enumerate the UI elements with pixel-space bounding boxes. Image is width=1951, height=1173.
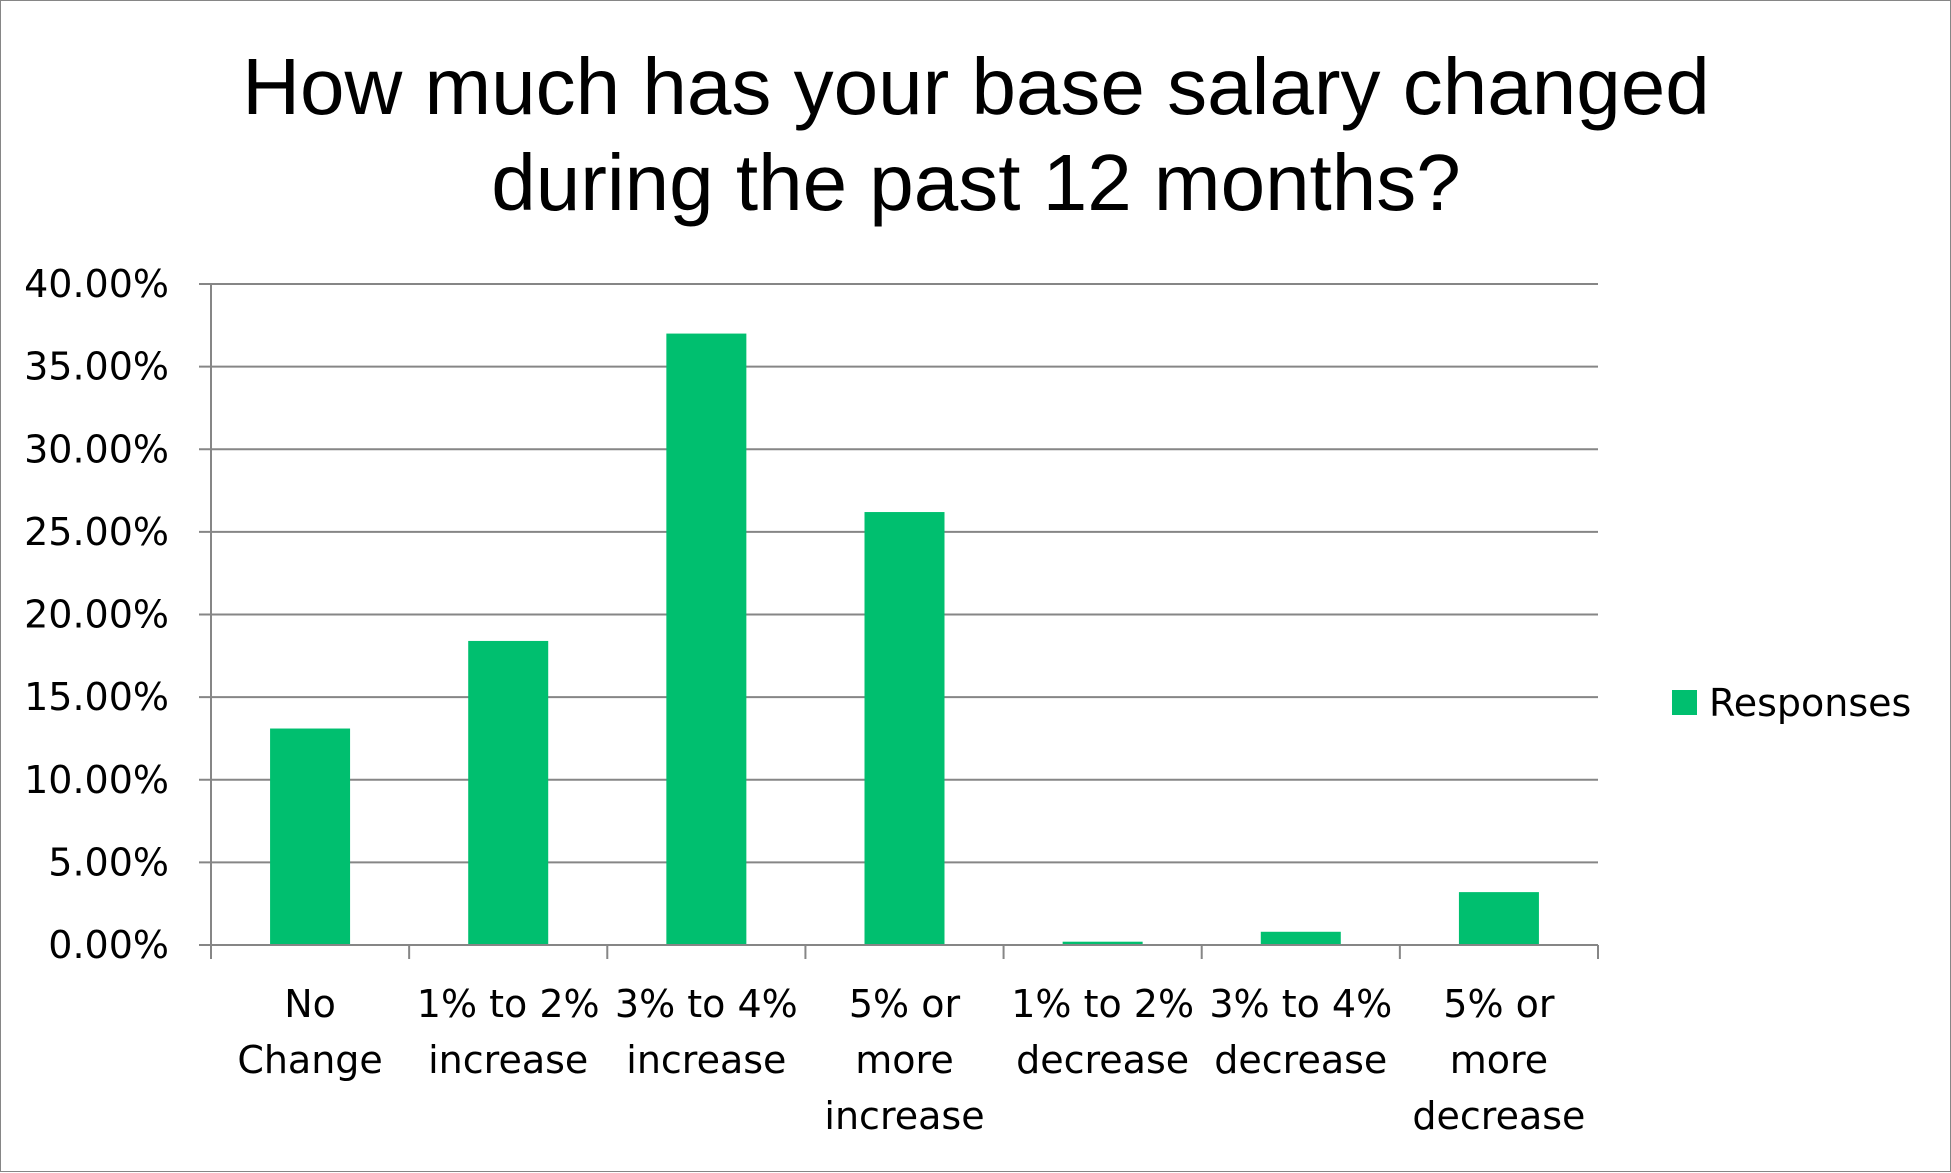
x-tick-label: 5% or more increase xyxy=(824,982,984,1138)
bar xyxy=(1062,941,1143,945)
bar xyxy=(1458,892,1539,945)
x-tick-label: No Change xyxy=(237,982,383,1082)
y-tick-label: 20.00% xyxy=(24,593,169,637)
bar xyxy=(864,512,945,945)
y-tick-label: 40.00% xyxy=(24,262,169,306)
bar xyxy=(1260,931,1341,945)
x-tick-label: 1% to 2% increase xyxy=(417,982,600,1082)
legend-label-responses: Responses xyxy=(1709,681,1911,725)
bars xyxy=(270,333,1539,945)
y-tick-label: 10.00% xyxy=(24,758,169,802)
x-tick-label: 1% to 2% decrease xyxy=(1011,982,1194,1082)
x-tick-label: 3% to 4% increase xyxy=(615,982,798,1082)
legend: Responses xyxy=(1672,681,1911,725)
chart-title: How much has your base salary changed du… xyxy=(242,42,1709,227)
y-tick-label: 30.00% xyxy=(24,427,169,471)
x-tick-label: 5% or more decrease xyxy=(1412,982,1585,1138)
bar xyxy=(468,640,549,945)
y-tick-label: 35.00% xyxy=(24,345,169,389)
chart-title-line-1: How much has your base salary changed xyxy=(242,42,1709,131)
chart-title-line-2: during the past 12 months? xyxy=(491,138,1461,227)
bar xyxy=(270,728,351,945)
y-axis: 0.00% 5.00% 10.00% 15.00% 20.00% 25.00% 30.00%… xyxy=(24,262,212,967)
bar xyxy=(666,333,747,945)
x-tick-label: 3% to 4% decrease xyxy=(1209,982,1392,1082)
y-tick-label: 0.00% xyxy=(48,923,169,967)
y-tick-label: 15.00% xyxy=(24,675,169,719)
y-tick-label: 25.00% xyxy=(24,510,169,554)
y-tick-label: 5.00% xyxy=(48,840,169,884)
legend-swatch-responses xyxy=(1672,690,1697,715)
